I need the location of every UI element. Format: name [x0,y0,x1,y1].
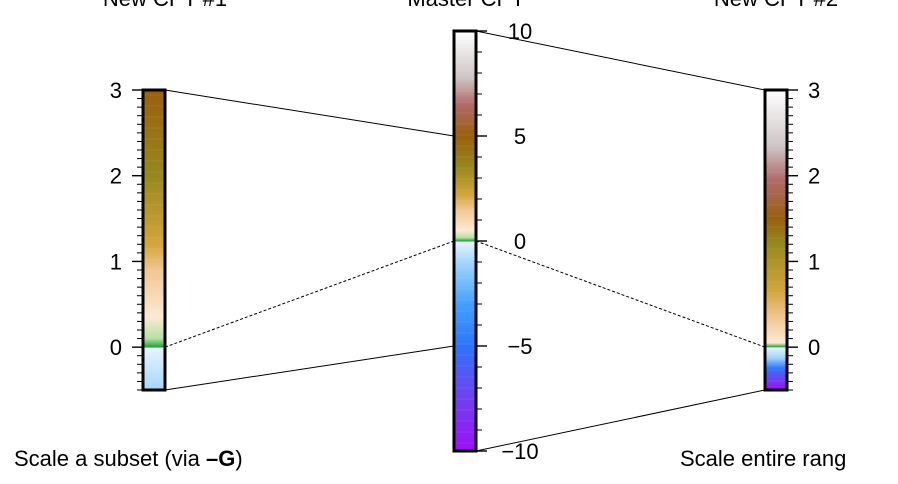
cpt2-tick-label: 2 [808,164,820,189]
cpt1-colorbar: 3 2 1 0 [110,78,167,392]
cpt1-tick-label: 0 [110,335,122,360]
connector-cpt2-top [475,30,766,91]
title-new-cpt-2: New CPT #2 [714,0,838,11]
cpt1-tick-label: 1 [110,249,122,274]
cpt2-colorbar: 3 2 1 0 [763,78,820,392]
cpt1-color-fill [143,90,165,390]
cpt2-tick-label: 0 [808,335,820,360]
cpt2-color-fill [765,90,787,390]
master-tick-label: 0 [514,229,526,254]
connector-cpt2-bottom [475,389,766,452]
caption-g-flag: –G [206,446,235,471]
mapping-connectors [164,30,766,452]
cpt2-tick-label: 1 [808,249,820,274]
master-tick-label: −10 [501,439,538,464]
master-tick-label: 5 [514,124,526,149]
cpt1-frame [141,88,167,392]
connector-cpt1-top [164,89,455,137]
title-new-cpt-1: New CPT #1 [103,0,227,11]
caption-scale-subset: Scale a subset (via –G) [14,446,243,471]
title-master-cpt: Master CPT [407,0,524,11]
caption-scale-subset-suffix: ) [235,446,242,471]
connector-cpt1-zero [164,240,455,348]
connector-cpt2-zero [475,240,766,348]
caption-scale-entire-range: Scale entire rang [680,446,846,471]
master-tick-label: −5 [507,334,532,359]
cpt2-tick-label: 3 [808,78,820,103]
master-color-fill [454,31,476,451]
cpt1-tick-label: 3 [110,78,122,103]
cpt1-tick-label: 2 [110,164,122,189]
connector-cpt1-bottom [164,345,455,391]
caption-scale-subset-prefix: Scale a subset (via [14,446,206,471]
cpt2-frame [763,88,789,392]
